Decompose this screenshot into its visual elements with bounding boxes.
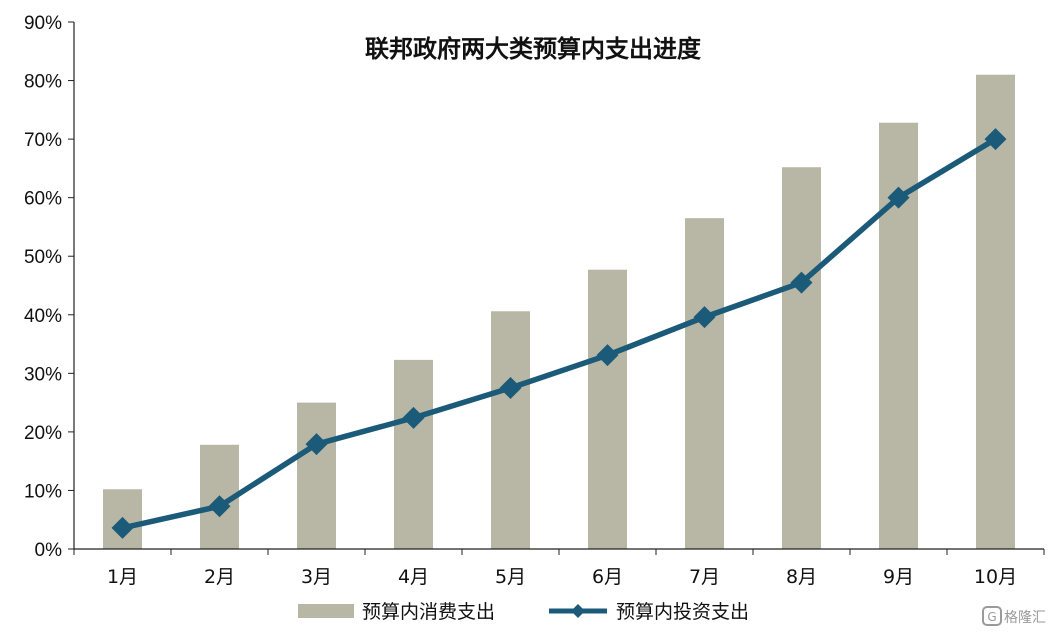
legend-label-consumption: 预算内消费支出 [362, 601, 495, 623]
y-tick-label: 50% [24, 247, 62, 268]
bar-consumption-4月 [394, 359, 433, 549]
x-tick-label: 3月 [301, 566, 332, 588]
y-axis-ticks: 0% 10% 20% 30% 40% 50% 60% 70% 80% 90% [24, 13, 74, 561]
x-axis-labels: 1月 2月 3月 4月 5月 6月 7月 8月 9月 10月 [107, 566, 1017, 588]
bar-series [103, 74, 1015, 550]
bar-consumption-3月 [297, 402, 336, 549]
x-tick-label: 9月 [883, 566, 914, 588]
x-tick-label: 7月 [689, 566, 720, 588]
y-tick-label: 30% [24, 364, 62, 385]
axes [73, 22, 1045, 555]
point-investment-5月 [499, 376, 522, 399]
y-tick-label: 60% [24, 189, 62, 210]
point-investment-1月 [111, 516, 134, 539]
x-tick-label: 10月 [974, 566, 1017, 588]
watermark: G 格隆汇 [982, 606, 1046, 626]
y-tick-label: 40% [24, 306, 62, 327]
legend-label-investment: 预算内投资支出 [616, 601, 749, 623]
point-investment-8月 [790, 271, 813, 294]
y-tick-label: 10% [24, 481, 62, 502]
bar-consumption-6月 [588, 269, 627, 549]
bar-consumption-5月 [491, 311, 530, 549]
point-investment-4月 [402, 406, 425, 429]
x-tick-label: 1月 [107, 566, 138, 588]
y-tick-label: 90% [24, 13, 62, 34]
x-tick-label: 5月 [495, 566, 526, 588]
line-investment [121, 136, 997, 531]
legend: 预算内消费支出 预算内投资支出 [298, 601, 749, 623]
g-logo-icon [982, 606, 1002, 626]
g-logo-letter: G [987, 610, 996, 624]
y-tick-label: 70% [24, 130, 62, 151]
line-series [111, 128, 1007, 539]
y-tick-label: 80% [24, 72, 62, 93]
y-tick-label: 20% [24, 423, 62, 444]
x-tick-label: 2月 [204, 566, 235, 588]
x-tick-label: 6月 [592, 566, 623, 588]
bar-consumption-7月 [685, 218, 724, 549]
point-investment-2月 [208, 495, 231, 518]
chart-title: 联邦政府两大类预算内支出进度 [365, 35, 702, 63]
bar-consumption-8月 [782, 167, 821, 549]
point-investment-3月 [305, 433, 328, 456]
point-investment-10月 [984, 128, 1007, 151]
bar-consumption-10月 [976, 74, 1015, 549]
point-investment-7月 [693, 306, 716, 329]
point-investment-9月 [887, 186, 910, 209]
legend-swatch-diamond-icon [571, 604, 585, 618]
point-investment-6月 [596, 344, 619, 367]
watermark-text: 格隆汇 [1004, 610, 1046, 626]
x-tick-label: 8月 [786, 566, 817, 588]
y-tick-label: 0% [35, 540, 63, 561]
legend-swatch-bar [298, 604, 354, 618]
x-tick-label: 4月 [398, 566, 429, 588]
